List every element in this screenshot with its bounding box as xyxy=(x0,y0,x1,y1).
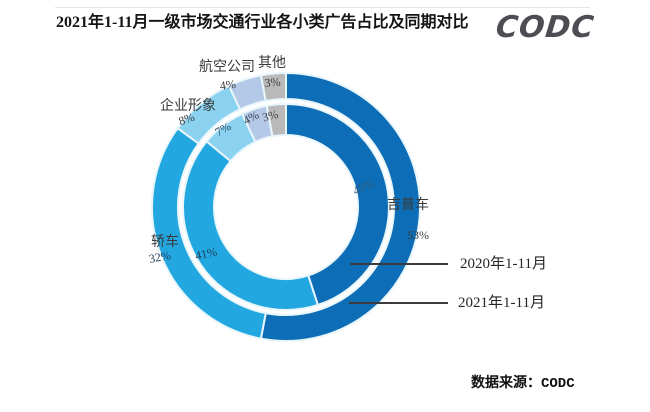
value-label-outer-其他: 3% xyxy=(263,74,282,90)
data-source-label: 数据来源：CODC xyxy=(471,376,575,392)
segment-inner-其他 xyxy=(265,102,287,138)
page-title: 2021年1-11月一级市场交通行业各小类广告占比及同期对比 xyxy=(56,14,469,31)
legend-item-2021: 2021年1-11月 xyxy=(349,294,564,314)
legend-pointer-line xyxy=(349,302,448,304)
legend-label-2021: 2021年1-11月 xyxy=(458,295,545,311)
value-label-outer-吉普车: 53% xyxy=(407,228,429,242)
legend-label-2020: 2020年1-11月 xyxy=(460,256,547,272)
segment-outer-吉普车 xyxy=(259,71,421,342)
top-divider xyxy=(55,7,590,8)
segment-inner-轿车 xyxy=(182,139,320,311)
value-label-outer-轿车: 32% xyxy=(147,248,172,266)
category-label-吉普车: 吉普车 xyxy=(387,198,429,213)
category-label-航空公司: 航空公司 xyxy=(199,60,255,75)
value-label-outer-航空公司: 4% xyxy=(218,76,237,93)
value-label-inner-其他: 3% xyxy=(260,106,280,125)
category-label-企业形象: 企业形象 xyxy=(160,99,216,114)
segment-inner-吉普车 xyxy=(285,102,390,307)
legend-pointer-line xyxy=(350,263,448,265)
segment-outer-其他 xyxy=(259,71,287,103)
category-label-轿车: 轿车 xyxy=(151,235,179,250)
legend-item-2020: 2020年1-11月 xyxy=(350,255,565,275)
category-label-其他: 其他 xyxy=(258,56,286,71)
